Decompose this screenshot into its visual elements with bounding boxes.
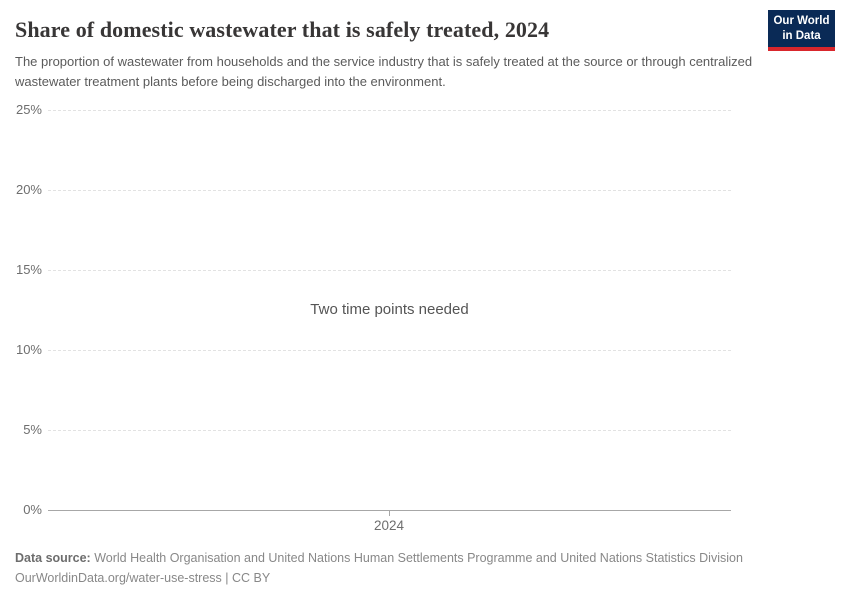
empty-state-message: Two time points needed (310, 301, 469, 318)
y-axis-tick-label: 15% (15, 262, 42, 277)
gridline-10pct (48, 350, 731, 351)
gridline-5pct (48, 430, 731, 431)
x-axis-tick-label: 2024 (373, 518, 405, 533)
attribution-line: OurWorldinData.org/water-use-stress | CC… (15, 571, 271, 585)
gridline-20pct (48, 190, 731, 191)
owid-logo-line1: Our World (773, 15, 830, 27)
page-title: Share of domestic wastewater that is saf… (15, 17, 550, 42)
y-axis-tick-label: 5% (23, 422, 42, 437)
y-axis-tick-label: 0% (23, 502, 42, 517)
x-axis-tick-mark (389, 510, 390, 516)
data-source-line: Data source: World Health Organisation a… (15, 548, 835, 568)
y-axis-tick-label: 20% (15, 182, 42, 197)
chart-footer: Data source: World Health Organisation a… (15, 548, 835, 588)
data-source-text: World Health Organisation and United Nat… (94, 551, 743, 565)
data-source-label: Data source: (15, 551, 91, 565)
owid-logo[interactable]: Our World in Data (768, 10, 835, 51)
y-axis-tick-label: 25% (15, 102, 42, 117)
y-axis-tick-label: 10% (15, 342, 42, 357)
chart-subtitle: The proportion of wastewater from househ… (15, 54, 753, 89)
gridline-25pct (48, 110, 731, 111)
owid-logo-line2: in Data (782, 29, 821, 42)
gridline-15pct (48, 270, 731, 271)
